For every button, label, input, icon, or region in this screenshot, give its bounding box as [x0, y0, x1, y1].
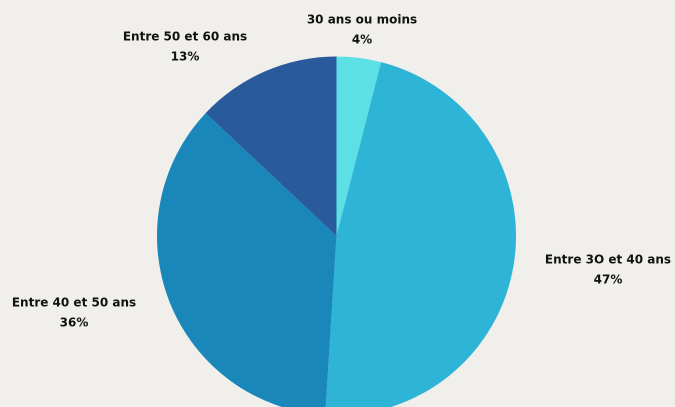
- slice-label: Entre 3O et 40 ans: [545, 253, 671, 267]
- pie-slice: [336, 56, 382, 236]
- slice-value: 47%: [594, 273, 623, 287]
- slice-label: Entre 40 et 50 ans: [12, 296, 136, 310]
- slice-label: 30 ans ou moins: [307, 13, 417, 27]
- slice-value: 13%: [171, 50, 200, 64]
- slice-value: 4%: [352, 33, 372, 47]
- pie-slice: [157, 113, 337, 407]
- pie-slice: [205, 56, 337, 236]
- slice-label: Entre 50 et 60 ans: [123, 30, 247, 44]
- pie-slice: [325, 62, 516, 407]
- slice-value: 36%: [60, 316, 89, 330]
